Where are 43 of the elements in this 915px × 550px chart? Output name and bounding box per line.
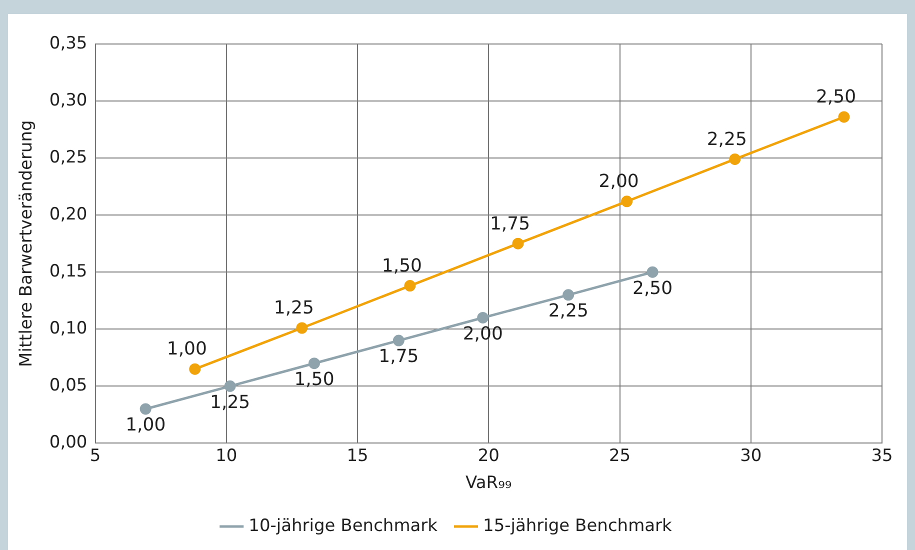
x-tick-label: 10 — [216, 446, 238, 466]
y-tick-label: 0,05 — [49, 376, 88, 396]
annotation: 2,50 — [632, 278, 673, 299]
annotation: 1,00 — [166, 338, 207, 360]
x-tick-label: 20 — [478, 446, 500, 466]
y-tick-label: 0,30 — [49, 90, 88, 110]
point — [477, 312, 489, 324]
annotation: 1,75 — [490, 213, 530, 234]
annotation: 1,50 — [294, 369, 334, 390]
annotation: 1,75 — [378, 346, 419, 368]
point — [296, 322, 308, 334]
x-tick-label: 15 — [346, 446, 368, 466]
annotation: 2,25 — [548, 300, 588, 322]
y-tick-label: 0,20 — [49, 204, 88, 225]
x-tick-label: 5 — [90, 446, 101, 466]
point — [392, 334, 404, 346]
point — [308, 358, 320, 370]
point — [729, 153, 741, 165]
y-tick-label: 0,10 — [49, 318, 88, 339]
x-tick-label: 35 — [871, 446, 893, 466]
point — [224, 380, 236, 392]
point — [512, 238, 524, 250]
point — [838, 111, 850, 123]
point — [646, 266, 658, 278]
x-tick-label: 25 — [608, 446, 631, 466]
y-tick-label: 0,15 — [49, 262, 88, 282]
point — [621, 196, 633, 208]
point — [189, 363, 201, 375]
y-tick-label: 0,35 — [49, 33, 88, 54]
y-tick-label: 0,00 — [49, 432, 88, 453]
annotation: 2,25 — [706, 128, 747, 150]
point — [140, 403, 152, 415]
legend-label: 15-jährige Benchmark — [483, 516, 672, 536]
annotation: 1,50 — [382, 255, 422, 276]
point — [562, 289, 574, 301]
x-axis-title: VaR₉₉ — [466, 473, 512, 494]
annotation: 1,25 — [274, 298, 314, 319]
x-tick-label: 30 — [740, 446, 762, 466]
y-tick-label: 0,25 — [49, 147, 88, 168]
point — [404, 280, 416, 292]
legend-label: 10-jährige Benchmark — [248, 516, 438, 536]
annotation: 1,00 — [126, 414, 166, 436]
y-axis-title: Mittlere Barwertveränderung — [16, 120, 37, 367]
